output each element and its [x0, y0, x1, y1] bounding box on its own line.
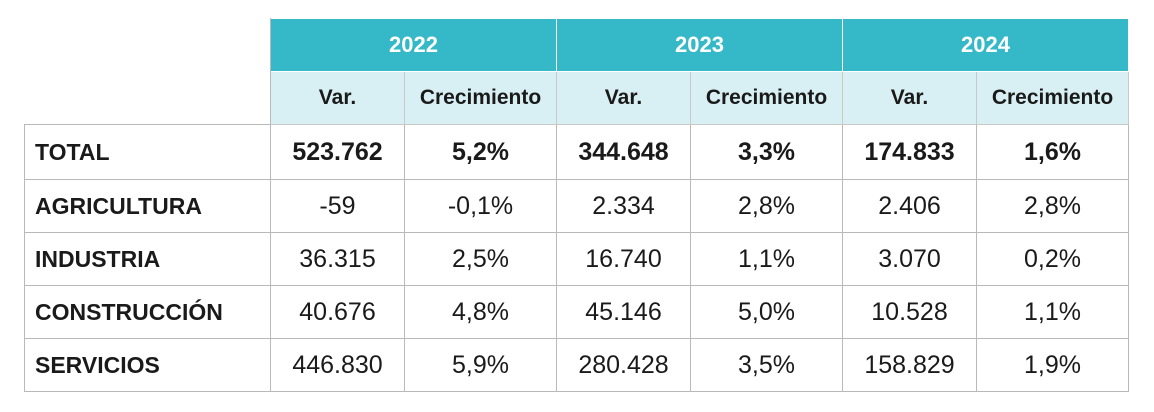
subheader-row: Var. Crecimiento Var. Crecimiento Var. C…	[25, 71, 1129, 125]
cell-growth-2022: -0,1%	[404, 179, 557, 233]
subheader-var: Var.	[842, 71, 977, 125]
table-row-agricultura: AGRICULTURA -59 -0,1% 2.334 2,8% 2.406 2…	[24, 179, 1129, 233]
cell-growth-2024: 1,9%	[976, 338, 1129, 392]
cell-growth-2022: 2,5%	[404, 232, 557, 286]
cell-var-2022: 40.676	[270, 285, 405, 339]
cell-var-2024: 158.829	[842, 338, 977, 392]
table-row-construccion: CONSTRUCCIÓN 40.676 4,8% 45.146 5,0% 10.…	[24, 285, 1129, 339]
cell-growth-2024: 2,8%	[976, 179, 1129, 233]
cell-var-2024: 2.406	[842, 179, 977, 233]
cell-var-2023: 2.334	[556, 179, 691, 233]
cell-growth-2024: 1,6%	[976, 124, 1129, 180]
subheader-crecimiento: Crecimiento	[976, 71, 1129, 125]
cell-growth-2023: 5,0%	[690, 285, 843, 339]
cell-growth-2024: 0,2%	[976, 232, 1129, 286]
row-label: INDUSTRIA	[24, 232, 271, 286]
cell-growth-2024: 1,1%	[976, 285, 1129, 339]
cell-var-2023: 344.648	[556, 124, 691, 180]
subheader-var: Var.	[270, 71, 405, 125]
corner-cell	[24, 18, 271, 125]
cell-var-2023: 280.428	[556, 338, 691, 392]
cell-growth-2023: 2,8%	[690, 179, 843, 233]
cell-var-2022: -59	[270, 179, 405, 233]
cell-var-2023: 45.146	[556, 285, 691, 339]
cell-var-2024: 3.070	[842, 232, 977, 286]
row-label: CONSTRUCCIÓN	[24, 285, 271, 339]
table-row-total: TOTAL 523.762 5,2% 344.648 3,3% 174.833 …	[24, 124, 1129, 180]
cell-growth-2023: 3,5%	[690, 338, 843, 392]
cell-var-2024: 174.833	[842, 124, 977, 180]
cell-growth-2022: 5,9%	[404, 338, 557, 392]
cell-var-2022: 36.315	[270, 232, 405, 286]
cell-var-2024: 10.528	[842, 285, 977, 339]
cell-growth-2023: 3,3%	[690, 124, 843, 180]
subheader-crecimiento: Crecimiento	[404, 71, 557, 125]
cell-var-2022: 523.762	[270, 124, 405, 180]
cell-growth-2022: 5,2%	[404, 124, 557, 180]
employment-table: 2022 2023 2024 Var. Crecimiento Var. Cre…	[24, 18, 1129, 392]
year-header-row: 2022 2023 2024	[24, 18, 1129, 125]
year-header-2024: 2024	[842, 18, 1129, 72]
subheader-crecimiento: Crecimiento	[690, 71, 843, 125]
table-row-industria: INDUSTRIA 36.315 2,5% 16.740 1,1% 3.070 …	[24, 232, 1129, 286]
cell-growth-2022: 4,8%	[404, 285, 557, 339]
cell-var-2023: 16.740	[556, 232, 691, 286]
year-header-2023: 2023	[556, 18, 843, 72]
table-row-servicios: SERVICIOS 446.830 5,9% 280.428 3,5% 158.…	[24, 338, 1129, 392]
year-header-2022: 2022	[270, 18, 557, 72]
cell-growth-2023: 1,1%	[690, 232, 843, 286]
row-label: SERVICIOS	[24, 338, 271, 392]
row-label: AGRICULTURA	[24, 179, 271, 233]
subheader-var: Var.	[556, 71, 691, 125]
row-label: TOTAL	[24, 124, 271, 180]
cell-var-2022: 446.830	[270, 338, 405, 392]
